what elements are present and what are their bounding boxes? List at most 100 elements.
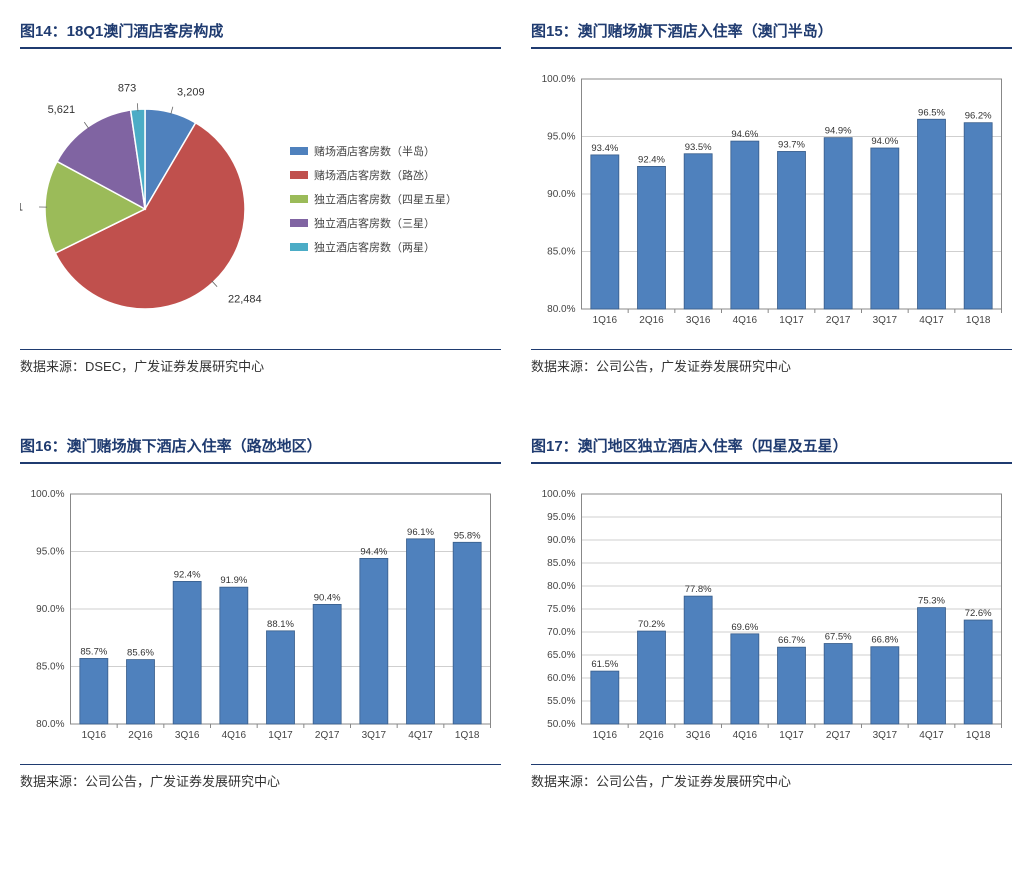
svg-text:90.0%: 90.0% <box>36 604 64 615</box>
svg-text:2Q17: 2Q17 <box>315 730 340 741</box>
svg-text:1Q17: 1Q17 <box>779 730 804 741</box>
legend-item: 独立酒店客房数（两星） <box>290 239 457 255</box>
svg-text:95.8%: 95.8% <box>454 530 481 541</box>
svg-text:66.8%: 66.8% <box>871 635 898 646</box>
svg-text:2Q16: 2Q16 <box>639 730 664 741</box>
panel-16-chart: 80.0%85.0%90.0%95.0%100.0%85.7%1Q1685.6%… <box>20 474 501 754</box>
svg-text:90.0%: 90.0% <box>547 535 575 546</box>
legend-item: 独立酒店客房数（三星） <box>290 215 457 231</box>
bar <box>731 634 759 724</box>
svg-text:85.0%: 85.0% <box>547 558 575 569</box>
bar <box>871 148 899 309</box>
svg-text:4Q16: 4Q16 <box>733 730 758 741</box>
svg-text:1Q16: 1Q16 <box>593 315 618 326</box>
svg-text:92.4%: 92.4% <box>638 154 665 165</box>
bar <box>964 123 992 309</box>
svg-text:93.5%: 93.5% <box>685 142 712 153</box>
chart-grid: 图14：18Q1澳门酒店客房构成 3,20922,4845,7515,62187… <box>20 20 1012 790</box>
bar <box>824 138 852 309</box>
bar <box>407 539 435 724</box>
svg-text:80.0%: 80.0% <box>36 719 64 730</box>
legend-swatch <box>290 195 308 203</box>
svg-text:96.1%: 96.1% <box>407 527 434 538</box>
svg-text:66.7%: 66.7% <box>778 635 805 646</box>
legend-label: 独立酒店客房数（三星） <box>314 215 435 231</box>
svg-text:60.0%: 60.0% <box>547 673 575 684</box>
svg-text:22,484: 22,484 <box>228 293 262 305</box>
panel-16-source: 数据来源：公司公告，广发证券发展研究中心 <box>20 764 501 790</box>
svg-text:50.0%: 50.0% <box>547 719 575 730</box>
svg-text:2Q16: 2Q16 <box>128 730 153 741</box>
svg-text:61.5%: 61.5% <box>591 659 618 670</box>
bar <box>778 647 806 724</box>
svg-text:95.0%: 95.0% <box>547 512 575 523</box>
svg-text:1Q17: 1Q17 <box>779 315 804 326</box>
panel-16-title: 图16：澳门赌场旗下酒店入住率（路氹地区） <box>20 435 501 464</box>
bar <box>824 644 852 725</box>
svg-text:2Q17: 2Q17 <box>826 315 851 326</box>
legend-item: 赌场酒店客房数（路氹） <box>290 167 457 183</box>
svg-text:5,751: 5,751 <box>20 202 23 214</box>
legend-item: 赌场酒店客房数（半岛） <box>290 143 457 159</box>
bar <box>80 658 108 724</box>
svg-text:85.0%: 85.0% <box>547 247 575 258</box>
panel-17-chart: 50.0%55.0%60.0%65.0%70.0%75.0%80.0%85.0%… <box>531 474 1012 754</box>
bar <box>778 151 806 309</box>
svg-text:94.0%: 94.0% <box>871 136 898 147</box>
svg-text:4Q17: 4Q17 <box>408 730 433 741</box>
svg-text:2Q17: 2Q17 <box>826 730 851 741</box>
svg-text:70.0%: 70.0% <box>547 627 575 638</box>
svg-text:3Q16: 3Q16 <box>686 730 711 741</box>
svg-text:3Q16: 3Q16 <box>175 730 200 741</box>
bar <box>638 166 666 309</box>
svg-text:1Q18: 1Q18 <box>966 315 991 326</box>
legend-swatch <box>290 219 308 227</box>
svg-text:4Q17: 4Q17 <box>919 730 944 741</box>
svg-text:65.0%: 65.0% <box>547 650 575 661</box>
legend-label: 赌场酒店客房数（半岛） <box>314 143 435 159</box>
panel-17: 图17：澳门地区独立酒店入住率（四星及五星） 50.0%55.0%60.0%65… <box>531 435 1012 790</box>
bar <box>684 596 712 724</box>
svg-text:75.3%: 75.3% <box>918 596 945 607</box>
bar <box>918 608 946 724</box>
svg-text:2Q16: 2Q16 <box>639 315 664 326</box>
bar <box>731 141 759 309</box>
svg-text:3Q17: 3Q17 <box>873 315 898 326</box>
svg-text:1Q16: 1Q16 <box>593 730 618 741</box>
svg-text:85.6%: 85.6% <box>127 648 154 659</box>
bar-chart-16: 80.0%85.0%90.0%95.0%100.0%85.7%1Q1685.6%… <box>20 474 501 754</box>
legend-swatch <box>290 171 308 179</box>
bar-chart-15: 80.0%85.0%90.0%95.0%100.0%93.4%1Q1692.4%… <box>531 59 1012 339</box>
panel-15-title: 图15：澳门赌场旗下酒店入住率（澳门半岛） <box>531 20 1012 49</box>
panel-15-chart: 80.0%85.0%90.0%95.0%100.0%93.4%1Q1692.4%… <box>531 59 1012 339</box>
svg-text:91.9%: 91.9% <box>220 575 247 586</box>
panel-16: 图16：澳门赌场旗下酒店入住率（路氹地区） 80.0% 85.0% 90.0% 95.… <box>20 435 501 790</box>
svg-text:85.7%: 85.7% <box>80 646 107 657</box>
svg-text:100.0%: 100.0% <box>31 489 65 500</box>
svg-text:77.8%: 77.8% <box>685 584 712 595</box>
bar <box>638 631 666 724</box>
svg-text:75.0%: 75.0% <box>547 604 575 615</box>
svg-text:85.0%: 85.0% <box>36 662 64 673</box>
svg-text:69.6%: 69.6% <box>731 622 758 633</box>
bar <box>964 620 992 724</box>
panel-14-source: 数据来源：DSEC，广发证券发展研究中心 <box>20 349 501 375</box>
bar <box>453 542 481 724</box>
legend-item: 独立酒店客房数（四星五星） <box>290 191 457 207</box>
svg-text:3Q17: 3Q17 <box>362 730 387 741</box>
svg-text:93.4%: 93.4% <box>591 143 618 154</box>
svg-text:4Q16: 4Q16 <box>733 315 758 326</box>
bar <box>173 581 201 724</box>
bar <box>591 671 619 724</box>
bar <box>313 604 341 724</box>
svg-text:92.4%: 92.4% <box>174 569 201 580</box>
svg-text:1Q18: 1Q18 <box>966 730 991 741</box>
svg-text:90.4%: 90.4% <box>314 592 341 603</box>
svg-text:67.5%: 67.5% <box>825 632 852 643</box>
panel-14-chart: 3,20922,4845,7515,621873 赌场酒店客房数（半岛）赌场酒店… <box>20 59 501 339</box>
legend-label: 独立酒店客房数（两星） <box>314 239 435 255</box>
panel-17-title: 图17：澳门地区独立酒店入住率（四星及五星） <box>531 435 1012 464</box>
svg-text:95.0%: 95.0% <box>547 132 575 143</box>
bar <box>220 587 248 724</box>
svg-text:4Q16: 4Q16 <box>222 730 247 741</box>
